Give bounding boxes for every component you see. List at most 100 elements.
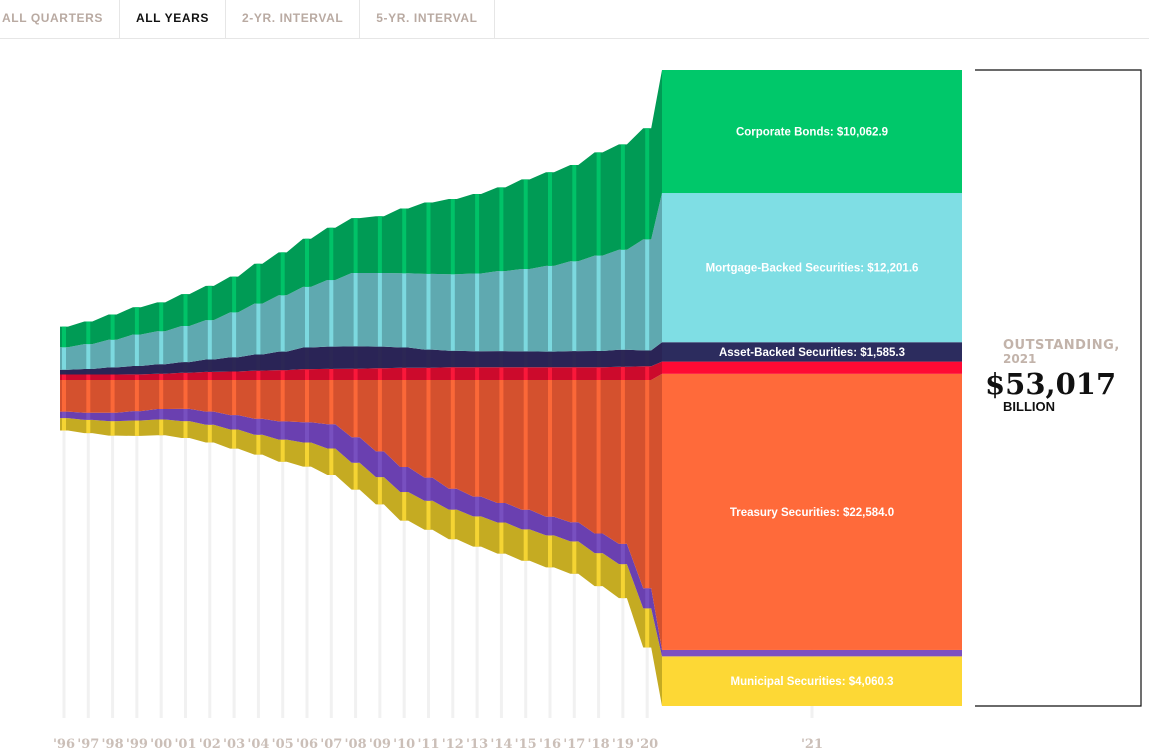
- column-01-2: [183, 380, 188, 409]
- band-municipal-securities: [60, 418, 662, 706]
- column-09-0: [377, 477, 382, 505]
- total-bracket: [975, 69, 1142, 707]
- final-label-asset-backed-securities: Asset-Backed Securities: $1,585.3: [719, 347, 905, 359]
- column-04-0: [256, 434, 261, 455]
- tab-5yr-interval[interactable]: 5-YR. INTERVAL: [360, 0, 495, 38]
- final-label-municipal-securities: Municipal Securities: $4,060.3: [731, 676, 894, 688]
- tab-all-quarters[interactable]: ALL QUARTERS: [0, 0, 120, 38]
- final-segment-municipal-securities: [662, 656, 962, 706]
- column-17-1: [572, 522, 577, 542]
- column-10-5: [402, 273, 407, 348]
- column-14-5: [499, 271, 504, 352]
- x-tick-16: '16: [539, 737, 561, 751]
- column-07-6: [329, 227, 334, 281]
- column-13-5: [475, 273, 480, 352]
- column-02-6: [207, 285, 212, 321]
- column-09-4: [377, 346, 382, 369]
- column-11-2: [426, 380, 431, 478]
- x-tick-12: '12: [442, 737, 464, 751]
- column-05-2: [280, 380, 285, 422]
- column-99-5: [134, 334, 139, 367]
- column-13-0: [475, 516, 480, 547]
- column-04-2: [256, 380, 261, 419]
- column-13-3: [475, 367, 480, 380]
- column-06-6: [305, 238, 309, 287]
- column-00-6: [159, 302, 164, 332]
- column-04-3: [256, 370, 261, 380]
- column-05-5: [280, 295, 285, 352]
- column-00-4: [159, 364, 164, 374]
- final-segment-treasury-securities: [662, 373, 962, 650]
- column-09-3: [377, 368, 382, 380]
- column-98-0: [110, 421, 115, 436]
- x-tick-17: '17: [563, 737, 585, 751]
- column-96-5: [62, 347, 66, 370]
- column-15-4: [523, 351, 528, 368]
- column-14-2: [499, 380, 504, 503]
- band-corporate-bonds: [60, 70, 662, 348]
- column-02-2: [207, 380, 212, 412]
- stacked-area-chart: Municipal Securities: $4,060.3 Treasury S…: [53, 69, 1142, 751]
- band-treasury-securities: [60, 373, 662, 650]
- column-08-3: [353, 368, 358, 380]
- column-16-2: [548, 380, 552, 517]
- column-19-4: [620, 349, 625, 367]
- column-07-2: [329, 380, 334, 425]
- x-tick-96: '96: [53, 737, 75, 751]
- column-04-1: [256, 418, 261, 435]
- tab-all-years[interactable]: ALL YEARS: [120, 0, 226, 38]
- column-02-5: [207, 320, 212, 360]
- x-tick-14: '14: [490, 737, 512, 751]
- column-02-1: [207, 411, 212, 425]
- column-06-4: [305, 347, 309, 370]
- column-17-4: [572, 351, 577, 368]
- column-07-3: [329, 368, 334, 380]
- column-00-1: [159, 409, 164, 420]
- column-01-1: [183, 408, 188, 422]
- column-99-3: [134, 374, 139, 380]
- column-98-2: [110, 380, 115, 413]
- column-99-0: [134, 420, 139, 436]
- column-05-0: [280, 439, 285, 462]
- column-07-0: [329, 448, 334, 476]
- column-07-1: [329, 424, 334, 449]
- column-09-2: [377, 380, 382, 452]
- x-tick-99: '99: [126, 737, 148, 751]
- final-label-treasury-securities: Treasury Securities: $22,584.0: [730, 507, 894, 519]
- column-19-1: [620, 543, 625, 565]
- column-20-4: [645, 350, 650, 367]
- column-96-0: [62, 418, 66, 431]
- x-tick-05: '05: [272, 737, 294, 751]
- column-18-4: [596, 350, 601, 368]
- column-99-6: [134, 307, 139, 335]
- column-14-1: [499, 502, 504, 523]
- column-97-2: [86, 380, 91, 413]
- column-18-0: [596, 553, 601, 587]
- column-14-3: [499, 367, 504, 380]
- column-09-6: [377, 216, 382, 273]
- column-13-2: [475, 380, 480, 497]
- column-06-5: [305, 286, 309, 348]
- column-15-0: [523, 529, 528, 561]
- x-tick-04: '04: [247, 737, 269, 751]
- x-tick-18: '18: [588, 737, 610, 751]
- x-tick-10: '10: [393, 737, 415, 751]
- column-12-1: [450, 488, 455, 510]
- column-97-4: [86, 368, 91, 375]
- x-tick-07: '07: [320, 737, 342, 751]
- column-98-4: [110, 367, 115, 375]
- column-16-0: [548, 535, 552, 568]
- column-19-5: [620, 249, 625, 350]
- column-14-0: [499, 522, 504, 554]
- column-05-3: [280, 370, 285, 380]
- column-20-5: [645, 239, 650, 351]
- column-18-3: [596, 367, 601, 380]
- tab-2yr-interval[interactable]: 2-YR. INTERVAL: [226, 0, 361, 38]
- column-19-3: [620, 366, 625, 380]
- column-16-1: [548, 516, 552, 536]
- column-08-4: [353, 346, 358, 369]
- column-02-3: [207, 371, 212, 380]
- column-11-3: [426, 367, 431, 380]
- column-98-6: [110, 314, 115, 340]
- x-tick-97: '97: [77, 737, 99, 751]
